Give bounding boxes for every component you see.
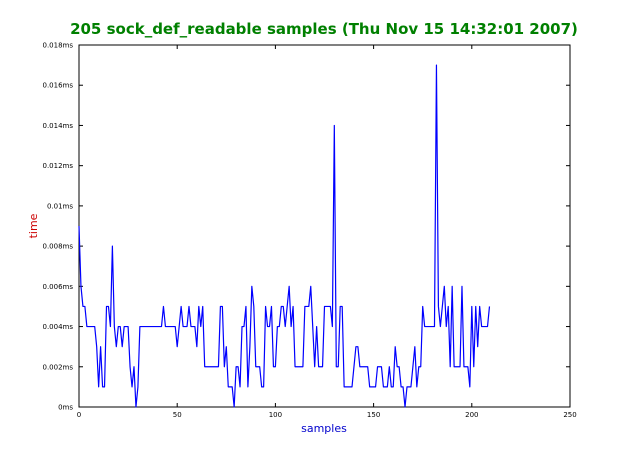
y-tick-label: 0.016ms [42,82,73,90]
y-tick-label: 0.012ms [42,162,73,170]
y-tick-label: 0.018ms [42,42,73,50]
y-tick-label: 0.002ms [42,363,73,371]
x-tick-label: 0 [77,411,81,419]
plot-area [78,44,571,408]
x-tick-label: 50 [173,411,182,419]
x-tick-label: 100 [269,411,282,419]
y-tick-label: 0.014ms [42,122,73,130]
x-tick-label: 150 [367,411,380,419]
y-tick-label: 0.006ms [42,283,73,291]
x-axis-ticks: 0 50 100 150 200 250 [77,45,577,419]
y-tick-label: 0.01ms [47,202,73,210]
y-tick-label: 0ms [58,404,73,412]
x-axis-label: samples [301,422,347,435]
y-tick-label: 0.004ms [42,323,73,331]
y-axis-ticks: 0ms 0.002ms 0.004ms 0.006ms 0.008ms 0.01ms 0.0… [42,42,570,412]
y-tick-label: 0.008ms [42,243,73,251]
series-line [78,64,491,408]
x-tick-label: 200 [465,411,478,419]
y-axis-label: time [27,213,40,238]
chart-title: 205 sock_def_readable samples (Thu Nov 1… [70,20,578,38]
x-tick-label: 250 [563,411,576,419]
